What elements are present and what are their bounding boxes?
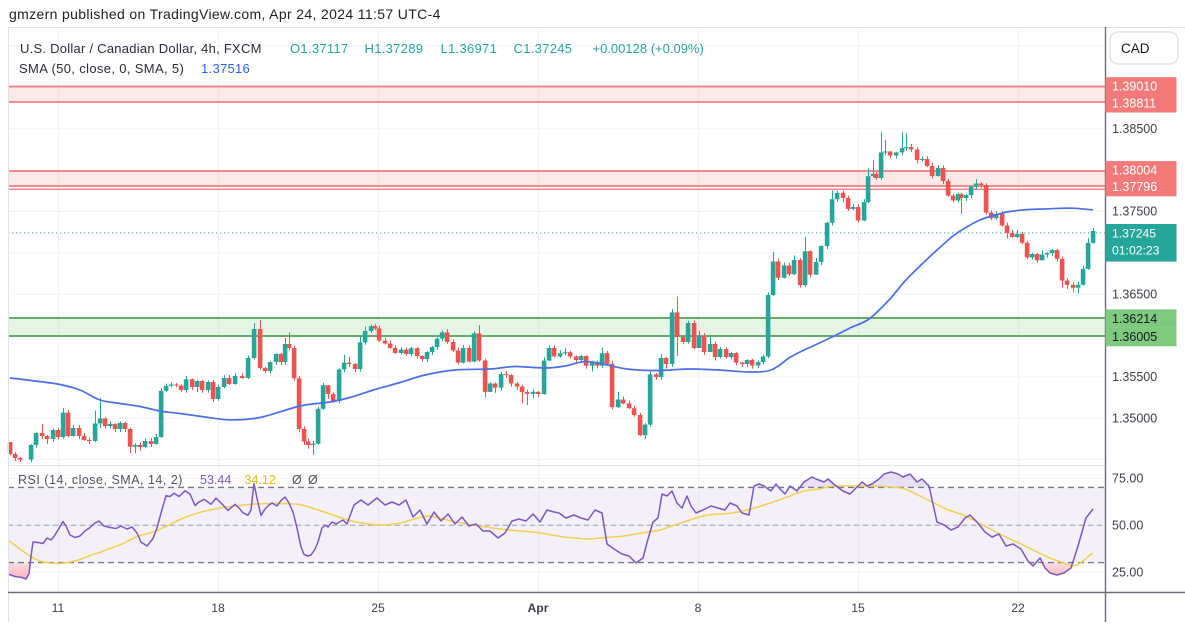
svg-text:15: 15: [851, 601, 865, 615]
svg-text:11: 11: [52, 601, 65, 615]
svg-text:1.36500: 1.36500: [1112, 287, 1157, 301]
svg-text:25: 25: [371, 601, 385, 615]
svg-text:18: 18: [211, 601, 225, 615]
svg-text:1.35000: 1.35000: [1112, 411, 1157, 425]
svg-text:1.37245: 1.37245: [1112, 227, 1156, 241]
svg-text:01:02:23: 01:02:23: [1112, 244, 1160, 258]
svg-text:1.37500: 1.37500: [1112, 205, 1157, 219]
svg-text:1.38500: 1.38500: [1112, 122, 1157, 136]
svg-text:1.39010: 1.39010: [1112, 80, 1157, 94]
svg-text:1.35500: 1.35500: [1112, 370, 1157, 384]
svg-text:Apr: Apr: [528, 601, 549, 615]
svg-text:CAD: CAD: [1121, 41, 1150, 56]
svg-text:1.38004: 1.38004: [1112, 164, 1157, 178]
svg-text:50.00: 50.00: [1112, 519, 1143, 533]
svg-text:25.00: 25.00: [1112, 565, 1143, 579]
svg-text:1.37796: 1.37796: [1112, 180, 1157, 194]
svg-text:22: 22: [1011, 601, 1025, 615]
svg-text:1.36005: 1.36005: [1112, 330, 1157, 344]
svg-text:75.00: 75.00: [1112, 472, 1143, 486]
svg-text:1.36214: 1.36214: [1112, 312, 1157, 326]
svg-text:8: 8: [695, 601, 702, 615]
svg-text:1.38811: 1.38811: [1112, 96, 1156, 110]
